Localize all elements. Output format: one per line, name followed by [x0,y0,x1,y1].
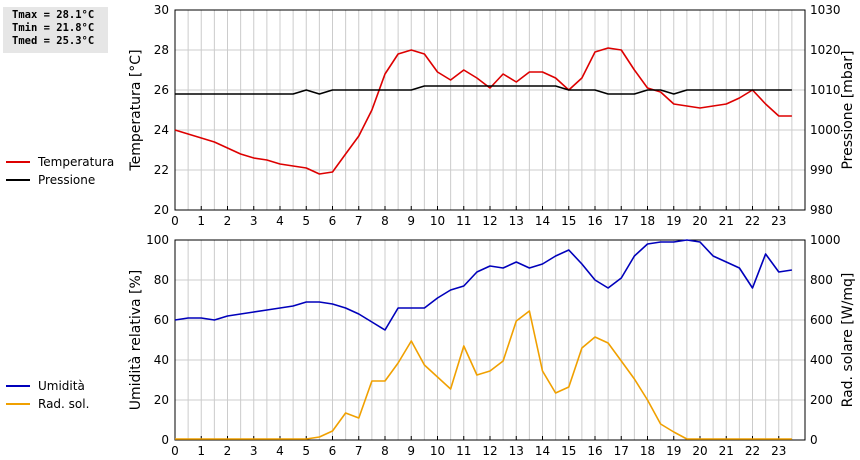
temperature-stats-box: Tmax = 28.1°C Tmin = 21.8°C Tmed = 25.3°… [3,7,108,53]
series-line-pressure [175,85,792,95]
y-tick-label-right: 1000 [810,123,841,137]
y-tick-label-left: 100 [146,233,169,247]
series-line-temperature [174,47,792,175]
x-tick-label: 11 [456,444,471,458]
x-tick-label: 6 [329,214,337,228]
x-tick-label: 10 [430,214,445,228]
x-tick-label: 11 [456,214,471,228]
tmed-label: Tmed = 25.3°C [12,35,95,47]
y-tick-label-left: 30 [154,3,169,17]
x-tick-label: 21 [719,214,734,228]
x-tick-label: 20 [692,444,707,458]
tmin-label: Tmin = 21.8°C [12,22,95,34]
x-tick-label: 18 [640,214,655,228]
x-tick-label: 18 [640,444,655,458]
x-tick-label: 6 [329,444,337,458]
x-tick-label: 15 [561,444,576,458]
y-tick-label-right: 1010 [810,83,841,97]
y-tick-label-right: 0 [810,433,818,447]
chart-panel-2: 0 1 2 3 4 5 6 7 8 9 10 11 12 13 14 15 16 17 18 19 20 21 22 2302… [6,233,856,458]
tmax-label: Tmax = 28.1°C [12,9,95,21]
x-tick-label: 22 [745,214,760,228]
x-tick-label: 13 [509,444,524,458]
legend-label-humidity: Umidità [38,379,85,393]
x-tick-label: 7 [355,214,363,228]
x-tick-label: 16 [587,444,602,458]
y-tick-label-right: 990 [810,163,833,177]
chart-panel-1: 0 1 2 3 4 5 6 7 8 9 10 11 12 13 14 15 16 17 18 19 20 21 22 2320… [6,3,856,228]
y-tick-label-right: 1000 [810,233,841,247]
x-tick-label: 1 [197,214,205,228]
y-tick-label-right: 200 [810,393,833,407]
x-tick-label: 12 [482,444,497,458]
x-tick-label: 8 [381,444,389,458]
y-tick-label-left: 80 [154,273,169,287]
x-tick-label: 0 [171,214,179,228]
y-tick-label-left: 0 [161,433,169,447]
series-line-radiation [175,310,792,440]
x-tick-label: 17 [614,214,629,228]
y-tick-label-left: 22 [154,163,169,177]
x-tick-label: 3 [250,444,258,458]
x-tick-label: 4 [276,444,284,458]
y-tick-label-right: 1030 [810,3,841,17]
legend-label-temperature: Temperatura [37,155,114,169]
x-tick-label: 8 [381,214,389,228]
x-tick-label: 9 [407,444,415,458]
x-tick-label: 22 [745,444,760,458]
x-tick-label: 5 [302,444,310,458]
y-axis-label-right: Pressione [mbar] [840,50,856,169]
y-tick-label-right: 1020 [810,43,841,57]
x-tick-label: 19 [666,444,681,458]
x-tick-label: 14 [535,444,550,458]
y-tick-label-left: 24 [154,123,169,137]
x-tick-label: 10 [430,444,445,458]
x-tick-label: 16 [587,214,602,228]
y-axis-label-left: Temperatura [°C] [128,49,144,171]
x-tick-label: 2 [224,444,232,458]
x-tick-label: 23 [771,214,786,228]
y-tick-label-right: 600 [810,313,833,327]
x-tick-label: 20 [692,214,707,228]
y-axis-label-left: Umidità relativa [%] [128,270,144,411]
y-tick-label-left: 26 [154,83,169,97]
x-tick-label: 14 [535,214,550,228]
x-tick-label: 3 [250,214,258,228]
y-tick-label-right: 800 [810,273,833,287]
y-tick-label-left: 20 [154,393,169,407]
y-tick-label-right: 980 [810,203,833,217]
x-tick-label: 0 [171,444,179,458]
y-axis-label-right: Rad. solare [W/mq] [840,273,856,408]
y-tick-label-left: 40 [154,353,169,367]
x-tick-label: 9 [407,214,415,228]
legend-label-pressure: Pressione [38,173,95,187]
y-tick-label-right: 400 [810,353,833,367]
y-tick-label-left: 60 [154,313,169,327]
x-tick-label: 5 [302,214,310,228]
x-tick-label: 7 [355,444,363,458]
series-line-humidity [174,239,793,331]
legend-label-radiation: Rad. sol. [38,397,89,411]
x-tick-label: 12 [482,214,497,228]
x-tick-label: 23 [771,444,786,458]
x-tick-label: 21 [719,444,734,458]
x-tick-label: 17 [614,444,629,458]
x-tick-label: 19 [666,214,681,228]
x-tick-label: 4 [276,214,284,228]
x-tick-label: 13 [509,214,524,228]
y-tick-label-left: 28 [154,43,169,57]
x-tick-label: 2 [224,214,232,228]
y-tick-label-left: 20 [154,203,169,217]
x-tick-label: 1 [197,444,205,458]
x-tick-label: 15 [561,214,576,228]
